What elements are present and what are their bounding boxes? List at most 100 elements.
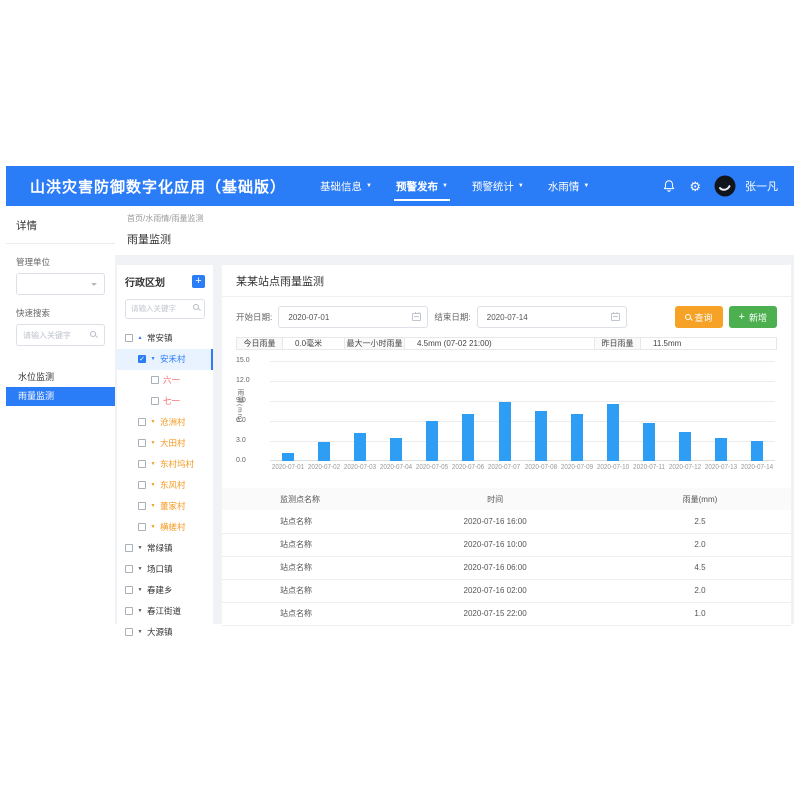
tree-checkbox[interactable] <box>125 544 133 552</box>
chevron-down-icon[interactable]: ▼ <box>150 440 156 446</box>
y-tick-label: 6.0 <box>236 417 246 424</box>
tree-checkbox[interactable] <box>151 397 159 405</box>
add-button[interactable]: + 新增 <box>728 306 777 328</box>
tree-row[interactable]: ▼ 大田村 <box>117 433 213 454</box>
tree-row[interactable]: ▼ 场口镇 <box>117 559 213 580</box>
start-date-input[interactable] <box>279 307 428 328</box>
bar-slot <box>270 453 306 461</box>
nav-menu-item[interactable]: 预警统计 ▼ <box>460 166 536 206</box>
app-title: 山洪灾害防御数字化应用（基础版） <box>30 178 287 196</box>
tree-node-label[interactable]: 常绿镇 <box>147 543 173 553</box>
rainfall-table: 监测点名称 时间 雨量(mm) 站点名称 2020-07-16 16:00 2.5 站点名… <box>222 488 791 626</box>
tree-row[interactable]: ▼ 东风村 <box>117 475 213 496</box>
calendar-icon[interactable] <box>412 312 422 321</box>
end-date-input[interactable] <box>477 307 626 328</box>
tree-checkbox[interactable] <box>125 334 133 342</box>
tree-node-label[interactable]: 春江街道 <box>147 606 182 616</box>
breadcrumb[interactable]: 首页/水雨情/雨量监测 <box>127 214 204 223</box>
query-button-label: 查询 <box>694 312 713 323</box>
tree-row[interactable]: ▼ 董家村 <box>117 496 213 517</box>
chevron-down-icon[interactable]: ▼ <box>150 503 156 509</box>
chevron-down-icon[interactable]: ▼ <box>137 587 143 593</box>
tree-node-label[interactable]: 大田村 <box>160 438 186 448</box>
table-row: 站点名称 2020-07-15 22:00 1.0 <box>222 602 791 626</box>
tree-row[interactable]: ✓ ▼ 安禾村 <box>117 348 213 370</box>
calendar-icon[interactable] <box>610 312 620 321</box>
tree-row[interactable]: ▼ 东村坞村 <box>117 454 213 475</box>
nav-menu-item[interactable]: 基础信息 ▼ <box>308 166 384 206</box>
end-date-field[interactable] <box>476 306 627 328</box>
page-title: 雨量监测 <box>127 234 171 246</box>
bar <box>570 413 583 461</box>
tree-checkbox[interactable] <box>125 586 133 594</box>
chevron-down-icon[interactable]: ▼ <box>150 419 156 425</box>
table-cell: 2020-07-16 06:00 <box>381 556 609 580</box>
tree-node-label[interactable]: 横槎村 <box>160 522 186 532</box>
tree-row[interactable]: ▼ 春江街道 <box>117 601 213 622</box>
tree-row[interactable]: ▼ 大源镇 <box>117 622 213 643</box>
user-name[interactable]: 张一凡 <box>745 181 778 193</box>
tree-checkbox[interactable]: ✓ <box>138 355 146 363</box>
chevron-down-icon[interactable]: ▼ <box>150 461 156 467</box>
bell-icon[interactable] <box>662 179 676 193</box>
tree-node-label[interactable]: 沧洲村 <box>160 417 186 427</box>
tree-node-label[interactable]: 春建乡 <box>147 585 173 595</box>
bar-slot <box>306 442 342 461</box>
tree-row[interactable]: ▼ 沧洲村 <box>117 412 213 433</box>
tree-node-label[interactable]: 东村坞村 <box>160 459 195 469</box>
nav-menu-item[interactable]: 水雨情 ▼ <box>536 166 601 206</box>
chevron-down-icon[interactable]: ▼ <box>137 608 143 614</box>
tree-checkbox[interactable] <box>138 439 146 447</box>
y-tick-label: 12.0 <box>236 377 250 384</box>
nav-menu-label: 水雨情 <box>547 180 580 193</box>
tree-node-label[interactable]: 董家村 <box>160 501 186 511</box>
stat-label: 昨日雨量 <box>595 338 641 349</box>
bar-slot <box>378 437 414 461</box>
tree-node-label[interactable]: 常安镇 <box>147 333 173 343</box>
tree-checkbox[interactable] <box>125 565 133 573</box>
tree-checkbox[interactable] <box>138 523 146 531</box>
table-row: 站点名称 2020-07-16 02:00 2.0 <box>222 579 791 603</box>
chevron-up-icon[interactable]: ▲ <box>137 335 143 341</box>
tree-row[interactable]: ▼ 春建乡 <box>117 580 213 601</box>
tree-node-label[interactable]: 七一 <box>163 396 181 406</box>
tree-checkbox[interactable] <box>125 607 133 615</box>
sidebar-item[interactable]: 雨量监测 <box>6 387 115 406</box>
tree-checkbox[interactable] <box>151 376 159 384</box>
tree-checkbox[interactable] <box>138 481 146 489</box>
tree-node-label[interactable]: 六一 <box>163 375 181 385</box>
tree-node-label[interactable]: 大源镇 <box>147 627 173 637</box>
bar-slot <box>667 432 703 461</box>
tree-row[interactable]: ▼ 常绿镇 <box>117 538 213 559</box>
tree-node-label[interactable]: 安禾村 <box>160 354 186 364</box>
tree-row[interactable]: 六一 <box>117 370 213 391</box>
tree-node-label[interactable]: 东风村 <box>160 480 186 490</box>
tree-add-button[interactable]: + <box>192 275 205 288</box>
tree-checkbox[interactable] <box>138 460 146 468</box>
quick-search-input[interactable] <box>16 324 105 346</box>
chevron-down-icon[interactable]: ▼ <box>137 545 143 551</box>
chevron-down-icon[interactable]: ▼ <box>150 524 156 530</box>
tree-checkbox[interactable] <box>138 418 146 426</box>
query-button[interactable]: 查询 <box>674 306 723 328</box>
org-select[interactable] <box>16 273 105 295</box>
nav-menu-item[interactable]: 预警发布 ▼ <box>384 166 460 206</box>
stats-bar: 今日雨量 0.0毫米 最大一小时雨量 4.5mm (07-02 21:00) 昨日雨量 1… <box>236 337 777 350</box>
start-date-field[interactable] <box>278 306 429 328</box>
tree-checkbox[interactable] <box>138 502 146 510</box>
chevron-down-icon[interactable]: ▼ <box>137 566 143 572</box>
tree-row[interactable]: ▼ 横槎村 <box>117 517 213 538</box>
tree-row[interactable]: ▲ 常安镇 <box>117 328 213 349</box>
tree-checkbox[interactable] <box>125 628 133 636</box>
chevron-down-icon[interactable]: ▼ <box>137 629 143 635</box>
tree-row[interactable]: 七一 <box>117 391 213 412</box>
chevron-down-icon[interactable]: ▼ <box>150 482 156 488</box>
avatar[interactable] <box>714 175 736 197</box>
table-header-cell: 时间 <box>381 488 609 510</box>
quick-search-label: 快速搜索 <box>16 308 51 318</box>
sidebar-item[interactable]: 水位监测 <box>18 372 55 382</box>
tree-node-label[interactable]: 场口镇 <box>147 564 173 574</box>
chevron-down-icon[interactable]: ▼ <box>150 356 156 362</box>
gear-icon[interactable]: ⚙ <box>689 178 701 194</box>
tree-search-input[interactable] <box>125 298 205 319</box>
